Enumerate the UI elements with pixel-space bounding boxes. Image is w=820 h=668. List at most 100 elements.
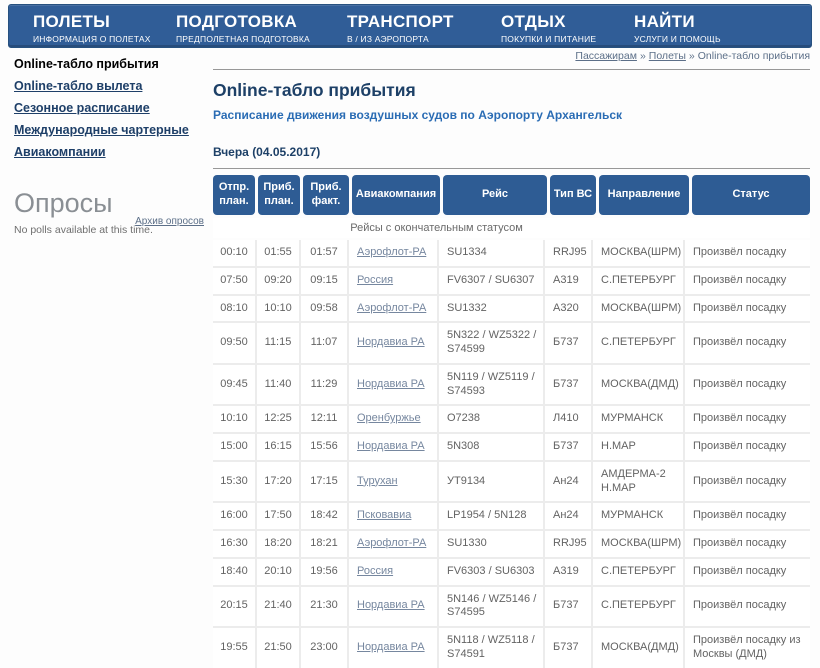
- cell-text: МОСКВА(ДМД): [601, 640, 679, 653]
- cell-text: 20:15: [220, 599, 248, 612]
- airline-link[interactable]: Аэрофлот-РА: [357, 537, 427, 549]
- sidebar-item-4[interactable]: Международные чартерные: [14, 123, 189, 137]
- cell-arr-fact: 11:29: [301, 364, 347, 405]
- cell-airline: Оренбуржье: [349, 406, 437, 432]
- cell-flight: FV6303 / SU6303: [439, 558, 543, 585]
- cell-airline: Турухан: [349, 461, 437, 502]
- nav-item-1[interactable]: ПОЛЕТЫ ИНФОРМАЦИЯ О ПОЛЕТАХ: [33, 12, 151, 44]
- cell-status: Произвёл посадку: [685, 558, 810, 585]
- cell-airline: Россия: [349, 558, 437, 585]
- airline-link[interactable]: Россия: [357, 273, 394, 286]
- table-section-caption: Рейсы с окончательным статусом: [350, 222, 523, 234]
- cell-text: МОСКВА(ДМД): [601, 377, 679, 390]
- cell-status: Произвёл посадку: [685, 267, 810, 294]
- airline-link[interactable]: Нордавиа РА: [357, 640, 425, 653]
- cell-text: 10:10: [220, 412, 248, 425]
- cell-aircraft-type: Ан24: [545, 461, 591, 502]
- table-row: 16:30 18:20 18:21 Аэрофлот-РА SU1330 RRJ95 МОС…: [213, 531, 810, 557]
- cell-dep-plan: 16:30: [213, 531, 255, 557]
- breadcrumb-separator: »: [688, 50, 695, 62]
- breadcrumb-item-2[interactable]: Полеты: [648, 50, 686, 62]
- cell-flight: LP1954 / 5N128: [439, 503, 543, 529]
- cell-arr-plan: 17:50: [257, 503, 299, 529]
- cell-dep-plan: 09:50: [213, 323, 255, 363]
- cell-aircraft-type: Б737: [545, 434, 591, 460]
- airline-link[interactable]: Нордавиа РА: [357, 599, 425, 612]
- airline-link[interactable]: Турухан: [357, 474, 398, 487]
- divider-top: [213, 69, 810, 70]
- cell-aircraft-type: A320: [545, 295, 591, 322]
- polls-empty-text: No polls available at this time.: [14, 224, 153, 236]
- airline-link[interactable]: Аэрофлот-РА: [357, 301, 427, 314]
- cell-flight: SU1334: [439, 240, 543, 266]
- cell-airline: Нордавиа РА: [349, 364, 437, 405]
- cell-text: 15:00: [220, 440, 248, 452]
- airline-link[interactable]: Нордавиа РА: [357, 377, 425, 390]
- polls-archive-link[interactable]: Архив опросов: [135, 216, 204, 227]
- cell-text: 18:42: [310, 509, 338, 522]
- cell-flight: FV6307 / SU6307: [439, 267, 543, 294]
- cell-arr-fact: 19:56: [301, 558, 347, 585]
- airline-link[interactable]: Аэрофлот-РА: [357, 246, 427, 258]
- breadcrumb: Пассажирам» Полеты» Online-табло прибытия: [213, 50, 810, 64]
- cell-text: Б737: [553, 377, 579, 390]
- nav-item-5[interactable]: НАЙТИ УСЛУГИ И ПОМОЩЬ: [634, 12, 721, 44]
- cell-aircraft-type: Ан24: [545, 503, 591, 529]
- sidebar-item-5[interactable]: Авиакомпании: [14, 145, 106, 159]
- cell-arr-plan: 09:20: [257, 267, 299, 294]
- cell-status: Произвёл посадку: [685, 531, 810, 557]
- cell-arr-plan: 01:55: [257, 240, 299, 266]
- cell-aircraft-type: Б737: [545, 586, 591, 626]
- cell-status: Произвёл посадку: [685, 295, 810, 322]
- cell-text: УТ9134: [447, 474, 486, 487]
- table-row: 20:15 21:40 21:30 Нордавиа РА 5N146 / WZ5146…: [213, 586, 810, 626]
- cell-status: Произвёл посадку: [685, 323, 810, 363]
- cell-airline: Россия: [349, 267, 437, 294]
- cell-text: Произвёл посадку: [693, 474, 787, 487]
- cell-text: МОСКВА(ШРМ): [601, 246, 682, 258]
- table-row: 00:10 01:55 01:57 Аэрофлот-РА SU1334 RRJ95 МОС…: [213, 240, 810, 266]
- breadcrumb-item-1[interactable]: Пассажирам: [575, 50, 637, 62]
- airline-link[interactable]: Псковавиа: [357, 509, 412, 522]
- cell-text: 11:15: [264, 336, 292, 349]
- column-header-4: Авиакомпания: [352, 175, 440, 215]
- nav-item-3[interactable]: ТРАНСПОРТ В / ИЗ АЭРОПОРТА: [347, 12, 454, 44]
- nav-item-2[interactable]: ПОДГОТОВКА ПРЕДПОЛЕТНАЯ ПОДГОТОВКА: [176, 12, 310, 44]
- cell-arr-fact: 11:07: [301, 323, 347, 363]
- cell-text: SU1330: [447, 537, 487, 549]
- airline-link[interactable]: Нордавиа РА: [357, 336, 425, 349]
- cell-airline: Аэрофлот-РА: [349, 531, 437, 557]
- cell-aircraft-type: Б737: [545, 323, 591, 363]
- column-header-6: Тип ВС: [550, 175, 596, 215]
- cell-arr-fact: 18:21: [301, 531, 347, 557]
- cell-text: Произвёл посадку: [693, 377, 787, 390]
- cell-direction: МОСКВА(ШРМ): [593, 531, 683, 557]
- cell-text: Ан24: [553, 509, 579, 522]
- cell-arr-fact: 23:00: [301, 628, 347, 668]
- cell-direction: С.ПЕТЕРБУРГ: [593, 586, 683, 626]
- cell-text: 16:30: [220, 537, 248, 549]
- nav-item-subtitle: В / ИЗ АЭРОПОРТА: [347, 34, 429, 44]
- nav-item-4[interactable]: ОТДЫХ ПОКУПКИ И ПИТАНИЕ: [501, 12, 596, 44]
- airline-link[interactable]: Россия: [357, 564, 394, 577]
- cell-text: Произвёл посадку: [693, 273, 787, 286]
- cell-arr-fact: 21:30: [301, 586, 347, 626]
- sidebar-item-2[interactable]: Online-табло вылета: [14, 79, 143, 93]
- cell-flight: SU1332: [439, 295, 543, 322]
- cell-arr-plan: 17:20: [257, 461, 299, 502]
- airline-link[interactable]: Нордавиа РА: [357, 440, 425, 452]
- airline-link[interactable]: Оренбуржье: [357, 412, 421, 425]
- cell-direction: МОСКВА(ШРМ): [593, 240, 683, 266]
- cell-text: 16:15: [264, 440, 292, 452]
- cell-status: Произвёл посадку: [685, 406, 810, 432]
- cell-text: 18:21: [310, 537, 338, 549]
- cell-text: С.ПЕТЕРБУРГ: [601, 336, 676, 349]
- cell-flight: 5N119 / WZ5119 / S74593: [439, 364, 543, 405]
- cell-text: FV6307 / SU6307: [447, 273, 535, 286]
- cell-text: 12:25: [264, 412, 292, 425]
- sidebar-item-3[interactable]: Сезонное расписание: [14, 101, 150, 115]
- date-label: Вчера (04.05.2017): [213, 145, 321, 159]
- cell-text: 01:55: [264, 246, 292, 258]
- cell-text: Произвёл посадку: [693, 599, 787, 612]
- cell-text: FV6303 / SU6303: [447, 564, 535, 577]
